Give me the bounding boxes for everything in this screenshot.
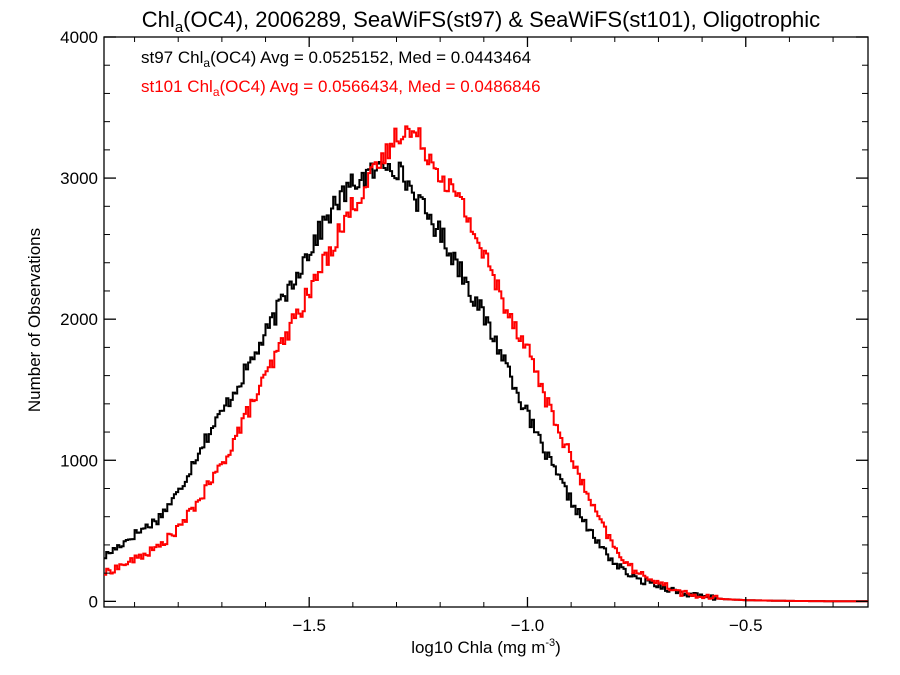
y-axis-label: Number of Observations bbox=[25, 228, 44, 412]
x-axis-label-post: ) bbox=[555, 638, 561, 657]
series-st97-line bbox=[104, 161, 868, 603]
legend-st101-sub: a bbox=[213, 85, 220, 99]
y-axis-ticks: 0 1000 2000 3000 4000 bbox=[60, 28, 868, 611]
legend-st101: st101 Chla(OC4) Avg = 0.0566434, Med = 0… bbox=[141, 77, 541, 99]
chart-title-post: (OC4), 2006289, SeaWiFS(st97) & SeaWiFS(… bbox=[183, 7, 820, 32]
y-tick-label: 1000 bbox=[60, 451, 98, 470]
x-tick-label: −1.0 bbox=[511, 616, 545, 635]
x-axis-label: log10 Chla (mg m-3) bbox=[411, 637, 561, 657]
chart-title: Chla(OC4), 2006289, SeaWiFS(st97) & SeaW… bbox=[142, 7, 820, 36]
x-tick-label: −0.5 bbox=[729, 616, 763, 635]
series-group bbox=[104, 125, 868, 603]
legend-st97: st97 Chla(OC4) Avg = 0.0525152, Med = 0.… bbox=[141, 48, 531, 70]
legend-st101-post: (OC4) Avg = 0.0566434, Med = 0.0486846 bbox=[220, 77, 541, 96]
legend-st101-pre: st101 Chl bbox=[141, 77, 213, 96]
legend-st97-sub: a bbox=[203, 56, 210, 70]
plot-frame bbox=[103, 36, 869, 608]
chart-title-pre: Chl bbox=[142, 7, 175, 32]
x-axis-label-sup: -3 bbox=[545, 637, 555, 649]
series-st101-line bbox=[104, 125, 868, 603]
y-tick-label: 3000 bbox=[60, 169, 98, 188]
legend-st97-post: (OC4) Avg = 0.0525152, Med = 0.0443464 bbox=[210, 48, 531, 67]
x-axis-label-pre: log10 Chla (mg m bbox=[411, 638, 545, 657]
chart-title-sub: a bbox=[175, 19, 184, 36]
x-tick-label: −1.5 bbox=[292, 616, 326, 635]
y-tick-label: 2000 bbox=[60, 310, 98, 329]
legend-st97-pre: st97 Chl bbox=[141, 48, 203, 67]
y-tick-label: 0 bbox=[89, 592, 98, 611]
y-tick-label: 4000 bbox=[60, 28, 98, 47]
x-axis-ticks: −1.5 −1.0 −0.5 bbox=[134, 37, 834, 635]
